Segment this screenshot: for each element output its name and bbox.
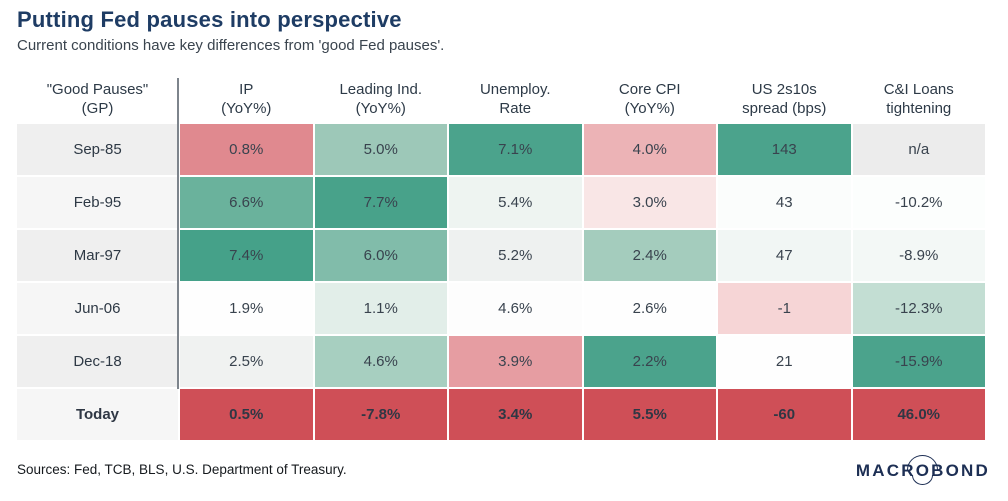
value-cell: 7.4% bbox=[180, 230, 313, 281]
table-header-row: "Good Pauses" (GP) IP (YoY%) Leading Ind. (Yo… bbox=[17, 78, 985, 122]
value-cell: 43 bbox=[718, 177, 851, 228]
value-cell: 0.5% bbox=[180, 389, 313, 440]
row-label: Sep-85 bbox=[17, 124, 178, 175]
row-label: Jun-06 bbox=[17, 283, 178, 334]
header-column-divider bbox=[177, 78, 179, 389]
column-header-text: Leading Ind. bbox=[339, 81, 423, 98]
value-cell: -15.9% bbox=[852, 336, 985, 387]
value-cell: -12.3% bbox=[852, 283, 985, 334]
row-label-header: "Good Pauses" (GP) bbox=[17, 78, 178, 122]
column-header-text: Rate bbox=[499, 100, 532, 118]
column-header: IP (YoY%) bbox=[180, 78, 313, 122]
value-cell: 7.1% bbox=[449, 124, 582, 175]
column-header-text: (YoY%) bbox=[355, 100, 406, 118]
logo-o-mark: O bbox=[906, 455, 939, 485]
value-cell: 5.2% bbox=[449, 230, 582, 281]
chart-subtitle: Current conditions have key differences … bbox=[17, 37, 445, 54]
value-cell: 46.0% bbox=[852, 389, 985, 440]
column-header-text: Unemploy. bbox=[479, 81, 551, 98]
column-header-text: Core CPI bbox=[618, 81, 681, 98]
table-row: Sep-85 0.8% 5.0% 7.1% 4.0% 143 n/a bbox=[17, 124, 985, 175]
macrobond-logo: MACROBOND bbox=[855, 455, 990, 485]
column-header-text: US 2s10s bbox=[751, 81, 817, 98]
row-label: Dec-18 bbox=[17, 336, 178, 387]
table-row: Dec-18 2.5% 4.6% 3.9% 2.2% 21 -15.9% bbox=[17, 336, 985, 387]
value-cell: 2.2% bbox=[583, 336, 716, 387]
value-cell: 2.4% bbox=[583, 230, 716, 281]
column-header-text: tightening bbox=[886, 100, 952, 118]
heatmap-table: "Good Pauses" (GP) IP (YoY%) Leading Ind. (Yo… bbox=[17, 78, 985, 440]
column-header-text: (YoY%) bbox=[624, 100, 675, 118]
value-cell: 1.1% bbox=[314, 283, 447, 334]
column-header: C&I Loans tightening bbox=[853, 78, 986, 122]
column-header-text: spread (bps) bbox=[742, 100, 827, 118]
value-cell: -8.9% bbox=[852, 230, 985, 281]
value-cell: 5.4% bbox=[449, 177, 582, 228]
sources-text: Sources: Fed, TCB, BLS, U.S. Department … bbox=[17, 462, 347, 477]
value-cell: 2.6% bbox=[583, 283, 716, 334]
table-body: Sep-85 0.8% 5.0% 7.1% 4.0% 143 n/a Feb-95 6.6% 7.… bbox=[17, 124, 985, 440]
column-header: Leading Ind. (YoY%) bbox=[315, 78, 448, 122]
value-cell: -7.8% bbox=[314, 389, 447, 440]
value-cell: 4.0% bbox=[583, 124, 716, 175]
value-cell: 3.0% bbox=[583, 177, 716, 228]
column-header-text: (YoY%) bbox=[221, 100, 272, 118]
value-cell: 47 bbox=[718, 230, 851, 281]
column-header-text: C&I Loans bbox=[883, 81, 954, 98]
value-cell: 143 bbox=[718, 124, 851, 175]
value-cell: 6.0% bbox=[314, 230, 447, 281]
value-cell: 21 bbox=[718, 336, 851, 387]
value-cell: 4.6% bbox=[449, 283, 582, 334]
value-cell: 5.0% bbox=[314, 124, 447, 175]
value-cell: n/a bbox=[852, 124, 985, 175]
value-cell: 2.5% bbox=[180, 336, 313, 387]
value-cell: 1.9% bbox=[180, 283, 313, 334]
table-row: Feb-95 6.6% 7.7% 5.4% 3.0% 43 -10.2% bbox=[17, 177, 985, 228]
column-header: Core CPI (YoY%) bbox=[584, 78, 717, 122]
value-cell: 4.6% bbox=[314, 336, 447, 387]
row-label: Today bbox=[17, 389, 178, 440]
logo-text-right: BOND bbox=[931, 461, 990, 480]
column-header: US 2s10s spread (bps) bbox=[718, 78, 851, 122]
row-label-header-text: (GP) bbox=[81, 100, 114, 118]
row-label: Feb-95 bbox=[17, 177, 178, 228]
table-row: Mar-97 7.4% 6.0% 5.2% 2.4% 47 -8.9% bbox=[17, 230, 985, 281]
value-cell: -60 bbox=[718, 389, 851, 440]
column-header-text: IP bbox=[239, 81, 254, 98]
value-cell: 7.7% bbox=[314, 177, 447, 228]
table-row: Jun-06 1.9% 1.1% 4.6% 2.6% -1 -12.3% bbox=[17, 283, 985, 334]
value-cell: 3.4% bbox=[449, 389, 582, 440]
value-cell: -10.2% bbox=[852, 177, 985, 228]
column-header: Unemploy. Rate bbox=[449, 78, 582, 122]
row-label: Mar-97 bbox=[17, 230, 178, 281]
value-cell: -1 bbox=[718, 283, 851, 334]
value-cell: 5.5% bbox=[583, 389, 716, 440]
chart-title: Putting Fed pauses into perspective bbox=[17, 7, 402, 32]
value-cell: 6.6% bbox=[180, 177, 313, 228]
value-cell: 3.9% bbox=[449, 336, 582, 387]
table-row: Today 0.5% -7.8% 3.4% 5.5% -60 46.0% bbox=[17, 389, 985, 440]
value-cell: 0.8% bbox=[180, 124, 313, 175]
logo-text-left: MACR bbox=[855, 461, 916, 480]
row-label-header-text: "Good Pauses" bbox=[46, 81, 149, 98]
